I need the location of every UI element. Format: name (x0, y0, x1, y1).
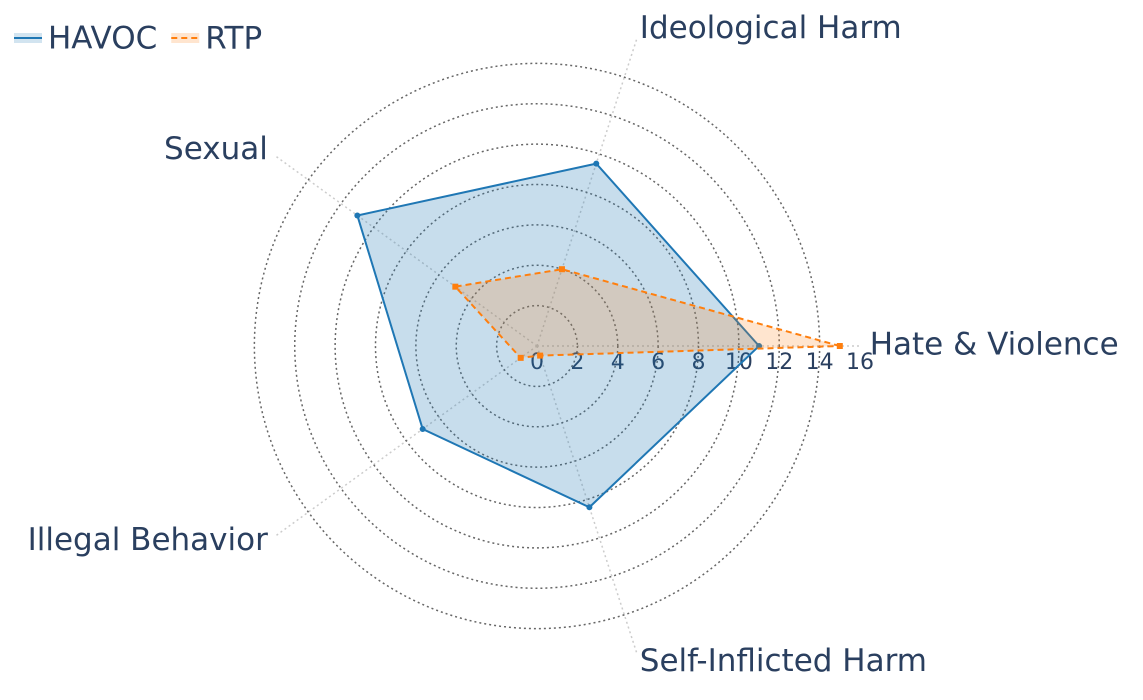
marker (586, 504, 593, 511)
legend-label: RTP (205, 21, 262, 57)
category-label: Self-Inflicted Harm (640, 643, 927, 679)
grid-circle (455, 264, 619, 428)
grid-circle (415, 224, 659, 468)
spoke (536, 345, 638, 654)
r-tick-label: 14 (806, 350, 834, 375)
r-tick-label: 8 (692, 350, 706, 375)
grid-circle (374, 183, 700, 509)
series (452, 266, 843, 361)
marker (558, 266, 565, 273)
grid-circle (334, 143, 740, 549)
r-tick-label: 12 (765, 350, 793, 375)
r-tick-label: 4 (611, 350, 625, 375)
series (354, 160, 763, 511)
marker (517, 354, 524, 361)
series-area (453, 268, 841, 359)
marker (836, 343, 843, 349)
category-label: Sexual (164, 131, 268, 167)
marker (756, 343, 763, 349)
marker (593, 160, 600, 167)
r-tick-label: 10 (725, 350, 753, 375)
marker (354, 212, 361, 219)
category-label: Hate & Violence (870, 327, 1119, 363)
grid-circle (495, 304, 579, 388)
r-tick-label: 2 (570, 350, 584, 375)
category-label: Illegal Behavior (28, 522, 268, 558)
series-area (356, 162, 761, 509)
marker (452, 283, 459, 290)
marker (419, 426, 426, 433)
spoke (275, 155, 538, 347)
r-tick-label: 6 (651, 350, 665, 375)
grid-circle (294, 103, 780, 589)
category-label: Ideological Harm (640, 10, 902, 46)
legend-label: HAVOC (48, 21, 157, 57)
r-tick-label: 16 (846, 350, 874, 375)
marker (537, 352, 544, 359)
